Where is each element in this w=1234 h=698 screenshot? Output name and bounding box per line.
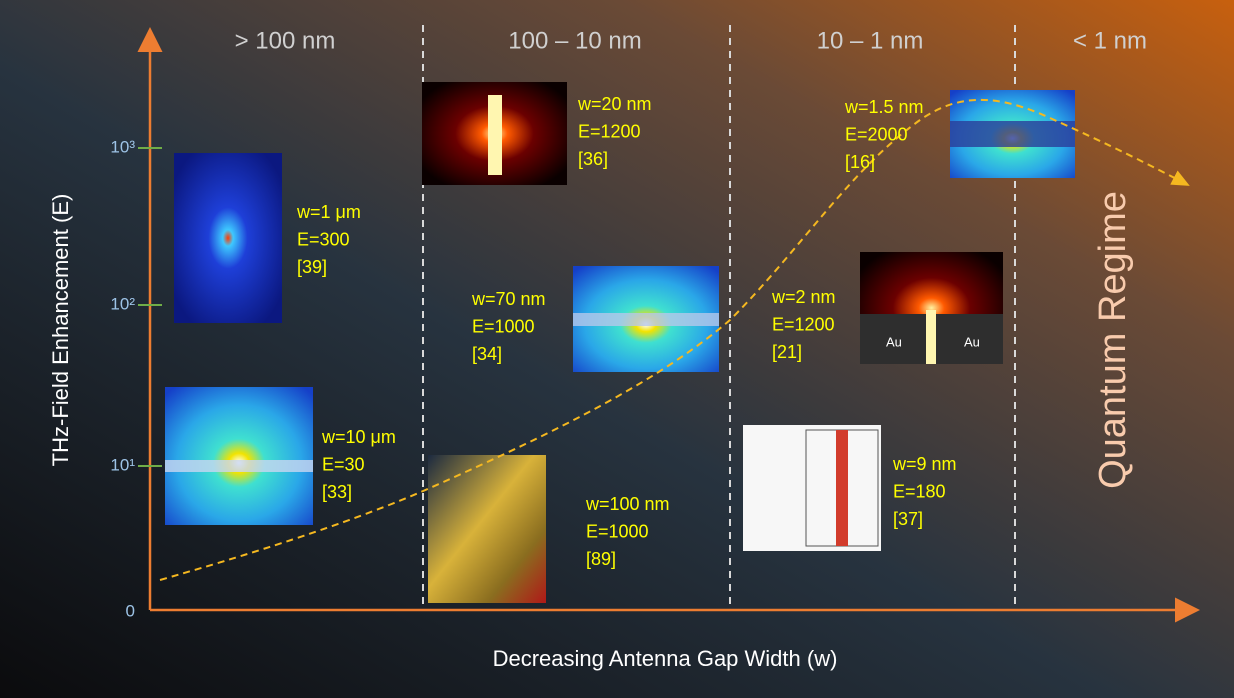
inset-label: Au (964, 334, 980, 349)
example-annotation: [37] (893, 509, 923, 529)
examples: w=1 μm E=300 [39] w=10 μm E=30 [33] w=20 nm E=1… (296, 94, 957, 569)
inset-image (428, 455, 546, 603)
example-annotation: w=100 nm (585, 494, 670, 514)
y-axis-label: THz-Field Enhancement (E) (48, 194, 73, 467)
example-annotation: [36] (578, 149, 608, 169)
inset-image (174, 153, 282, 323)
inset-image (165, 387, 313, 525)
inset-image-detail (836, 430, 848, 546)
inset-image-detail (165, 460, 313, 472)
example-annotation: w=70 nm (471, 289, 546, 309)
example-annotation: E=180 (893, 481, 946, 501)
example-annotation: E=1000 (586, 521, 649, 541)
example-annotation: w=9 nm (892, 454, 957, 474)
region-label: < 1 nm (1073, 27, 1147, 54)
y-tick-label: 10³ (110, 137, 135, 156)
example-annotation: E=1200 (578, 121, 641, 141)
side-label: Quantum Regime (1092, 191, 1134, 489)
y-tick-label: 0 (126, 601, 135, 620)
example-annotation: E=2000 (845, 124, 908, 144)
example-annotation: [34] (472, 344, 502, 364)
example-annotation: w=20 nm (577, 94, 652, 114)
inset-label: Au (886, 334, 902, 349)
example-annotation: [16] (845, 152, 875, 172)
example-annotation: [39] (297, 257, 327, 277)
example-annotation: E=1200 (772, 314, 835, 334)
example-annotation: [21] (772, 342, 802, 362)
inset-image-detail (573, 313, 719, 326)
example-annotation: E=30 (322, 454, 365, 474)
example-annotation: [89] (586, 549, 616, 569)
y-tick-label: 10² (110, 294, 135, 313)
region-label: 100 – 10 nm (508, 27, 641, 54)
example-annotation: w=10 μm (321, 427, 396, 447)
inset-image-detail (488, 95, 502, 175)
example-annotation: E=300 (297, 229, 350, 249)
region-label: 10 – 1 nm (817, 27, 924, 54)
inset-image-detail (926, 310, 936, 364)
example-annotation: w=2 nm (771, 287, 836, 307)
example-annotation: w=1 μm (296, 202, 361, 222)
inset-image-detail (950, 121, 1075, 147)
example-annotation: [33] (322, 482, 352, 502)
inset-image (743, 425, 881, 551)
example-annotation: E=1000 (472, 316, 535, 336)
y-tick-label: 10¹ (110, 455, 135, 474)
x-axis-label: Decreasing Antenna Gap Width (w) (493, 646, 838, 671)
region-label: > 100 nm (235, 27, 336, 54)
example-annotation: w=1.5 nm (844, 97, 924, 117)
